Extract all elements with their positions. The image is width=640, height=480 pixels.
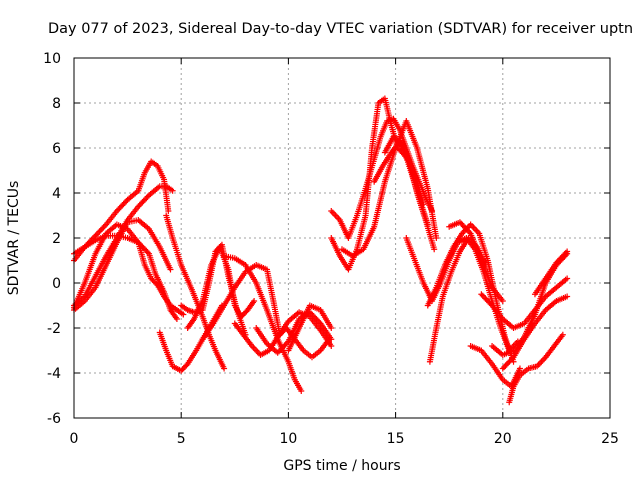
- x-tick-label: 25: [601, 431, 619, 447]
- data-point: [564, 275, 571, 282]
- series-track-7: [163, 212, 228, 372]
- series-track-24: [446, 219, 506, 304]
- data-point: [516, 365, 523, 372]
- data-point: [298, 388, 305, 394]
- data-point: [165, 208, 172, 214]
- series-track-26: [478, 275, 571, 331]
- y-axis-title: SDTVAR / TECUs: [6, 181, 22, 296]
- series-track-20: [381, 133, 431, 228]
- series-track-9: [184, 244, 258, 331]
- y-tick-label: 0: [52, 276, 61, 292]
- data-point: [328, 325, 335, 331]
- x-axis-title: GPS time / hours: [283, 458, 400, 474]
- data-point: [167, 266, 174, 273]
- series-track-28: [499, 293, 571, 372]
- data-point: [433, 235, 440, 241]
- x-tick-label: 15: [387, 431, 405, 447]
- data-point: [173, 316, 180, 322]
- series-track-30: [531, 248, 571, 298]
- data-point: [499, 298, 506, 304]
- axis-ticks: 0 5 10 15 20 25 -6 -4 -2 0 2 4 6 8 10: [43, 51, 619, 447]
- series-track-16: [328, 115, 436, 241]
- y-tick-label: -4: [47, 366, 61, 382]
- x-tick-label: 10: [279, 431, 297, 447]
- data-point: [328, 343, 335, 349]
- series-track-10: [199, 262, 283, 343]
- y-tick-label: -2: [47, 321, 61, 337]
- y-tick-label: -6: [47, 411, 61, 427]
- data-point: [424, 221, 431, 228]
- y-tick-label: 6: [52, 141, 61, 157]
- series-track-15: [285, 302, 335, 354]
- data-points: [71, 95, 571, 406]
- y-tick-label: 4: [52, 186, 61, 202]
- x-tick-label: 5: [177, 431, 186, 447]
- chart-title: Day 077 of 2023, Sidereal Day-to-day VTE…: [48, 21, 633, 37]
- series-track-5: [71, 221, 187, 318]
- x-tick-label: 20: [494, 431, 512, 447]
- data-point: [169, 187, 176, 194]
- data-point: [564, 248, 571, 255]
- series-track-23: [426, 235, 489, 365]
- data-point: [559, 331, 566, 338]
- data-point: [564, 293, 571, 300]
- series-track-4: [71, 217, 174, 313]
- data-point: [221, 365, 228, 372]
- series-track-29: [506, 331, 566, 406]
- data-point: [153, 280, 160, 287]
- data-point: [431, 246, 438, 253]
- y-tick-label: 10: [43, 51, 61, 67]
- x-tick-label: 0: [70, 431, 79, 447]
- data-point: [183, 362, 190, 369]
- y-tick-label: 2: [52, 231, 61, 247]
- series-track-18: [339, 118, 440, 259]
- data-point: [251, 298, 258, 304]
- y-tick-label: 8: [52, 96, 61, 112]
- data-point: [180, 311, 187, 318]
